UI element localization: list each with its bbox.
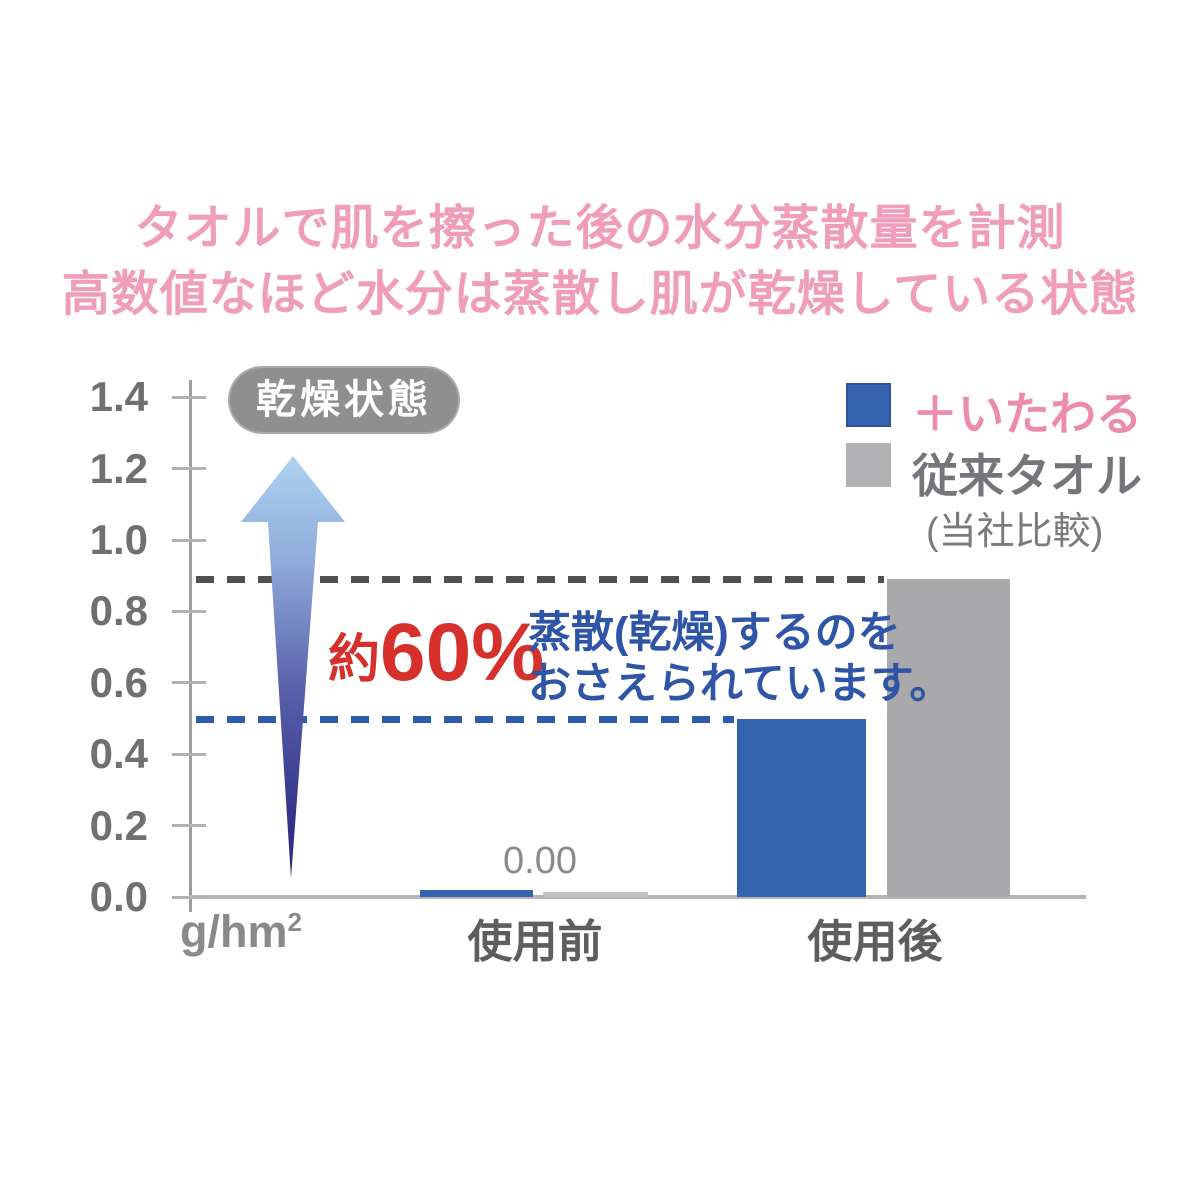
reduction-value: 60% xyxy=(380,607,545,698)
before-use-value-label: 0.00 xyxy=(503,840,577,882)
legend-label-conventional: 従来タオル xyxy=(912,450,1142,502)
category-label-before-use: 使用前 xyxy=(467,916,603,967)
y-tick-mark xyxy=(172,681,206,685)
y-tick-label: 0.0 xyxy=(89,873,148,920)
y-tick-mark xyxy=(172,895,206,899)
bar-itawaru-after xyxy=(737,718,866,897)
reduction-prefix: 約 xyxy=(328,631,381,689)
reduction-annotation: 約 60% xyxy=(328,612,544,694)
y-tick-label: 1.0 xyxy=(89,516,148,563)
y-tick-label: 0.4 xyxy=(89,730,148,778)
suppression-note-line2: おさえられています。 xyxy=(528,659,953,708)
x-axis-baseline xyxy=(189,895,1086,899)
y-tick-label: 0.8 xyxy=(89,587,148,635)
legend-swatch-itawaru xyxy=(846,383,891,427)
chart-title: タオルで肌を擦った後の水分蒸散量を計測 高数値なほど水分は蒸散し肌が乾燥している… xyxy=(0,196,1200,328)
y-tick-label: 1.2 xyxy=(89,444,148,492)
guide-line-conventional xyxy=(196,576,884,584)
y-axis-line xyxy=(189,380,192,912)
dry-state-badge: 乾燥状態 xyxy=(228,366,460,434)
legend-label-itawaru: ＋いたわる xyxy=(912,388,1142,440)
category-label-after-use: 使用後 xyxy=(807,916,943,967)
bar-conventional-after xyxy=(887,579,1010,897)
y-tick-label: 0.2 xyxy=(89,801,148,849)
y-tick-mark xyxy=(172,824,206,828)
up-arrow-icon xyxy=(241,456,345,878)
y-tick-mark xyxy=(172,752,206,756)
y-tick-label: 1.4 xyxy=(89,373,148,421)
chart-title-line1: タオルで肌を擦った後の水分蒸散量を計測 xyxy=(134,202,1066,255)
guide-line-itawaru xyxy=(196,715,734,723)
bar-conventional-before xyxy=(543,892,648,897)
chart-title-line2: 高数値なほど水分は蒸散し肌が乾燥している状態 xyxy=(61,268,1139,322)
y-tick-mark xyxy=(172,538,206,542)
legend-note: (当社比較) xyxy=(926,511,1104,553)
legend-swatch-conventional xyxy=(846,443,891,487)
y-axis-unit-label: g/hm2 xyxy=(180,906,302,957)
y-tick-mark xyxy=(172,609,206,613)
y-tick-mark xyxy=(172,395,206,399)
y-tick-mark xyxy=(172,467,206,471)
y-tick-label: 0.6 xyxy=(89,658,148,706)
bar-itawaru-before xyxy=(420,890,533,897)
suppression-note: 蒸散(乾燥)するのを おさえられています。 xyxy=(528,608,952,709)
suppression-note-line1: 蒸散(乾燥)するのを xyxy=(528,609,901,657)
